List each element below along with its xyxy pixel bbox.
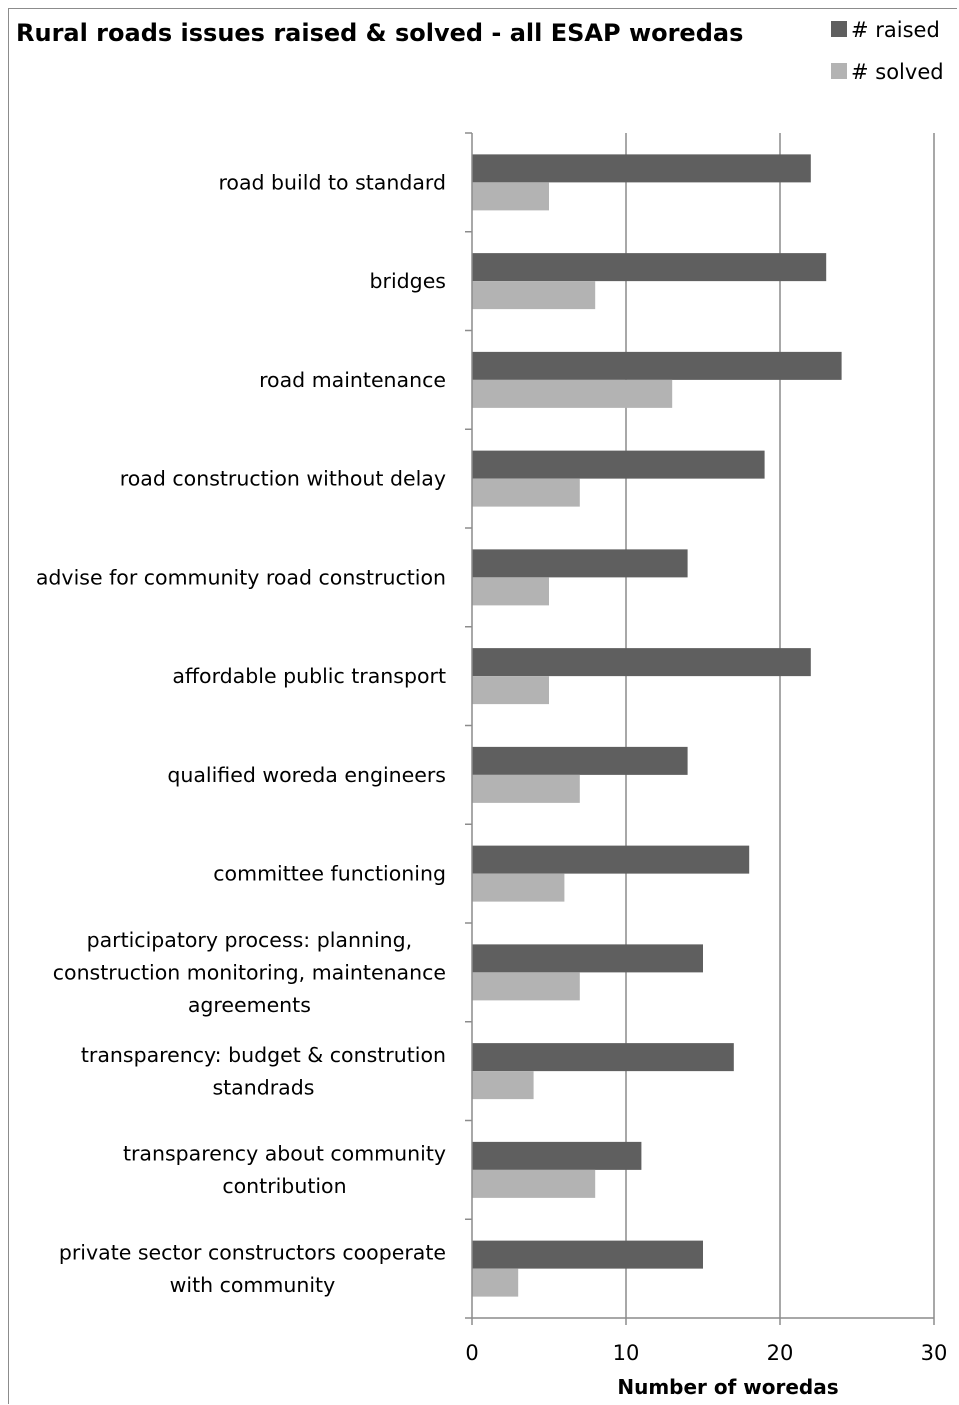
bar-solved <box>472 972 580 1001</box>
category-label-line: contribution <box>222 1174 346 1198</box>
bars <box>472 154 842 1297</box>
category-label-line: construction monitoring, maintenance <box>53 960 446 984</box>
category-label-line: standrads <box>212 1075 314 1099</box>
category-label: participatory process: planning, construc… <box>53 928 446 1017</box>
bar-raised <box>472 351 842 380</box>
category-label-line: advise for community road construction <box>36 565 446 589</box>
category-labels: road build to standard bridges road mainte… <box>36 170 446 1297</box>
category-label-line: road maintenance <box>259 368 446 392</box>
bar-solved <box>472 182 549 211</box>
bar-solved <box>472 1169 596 1198</box>
category-label: transparency: budget & constrution standr… <box>81 1043 446 1100</box>
x-tick-label: 20 <box>767 1341 794 1365</box>
bar-raised <box>472 746 688 775</box>
bar-solved <box>472 577 549 606</box>
bar-solved <box>472 379 673 408</box>
bar-raised <box>472 944 703 973</box>
x-tick-label: 10 <box>613 1341 640 1365</box>
category-label: private sector constructors cooperate wit… <box>59 1240 446 1297</box>
bar-solved <box>472 676 549 705</box>
bar-raised <box>472 549 688 578</box>
legend: # raised # solved <box>831 18 944 84</box>
category-label: committee functioning <box>213 862 446 886</box>
x-tick-labels: 0 10 20 30 <box>465 1341 947 1365</box>
x-tick-label: 0 <box>465 1341 478 1365</box>
category-label-line: agreements <box>188 993 311 1017</box>
bar-raised <box>472 1043 734 1072</box>
category-label: advise for community road construction <box>36 565 446 589</box>
category-label-line: with community <box>170 1273 336 1297</box>
bar-raised <box>472 845 750 874</box>
category-label-line: transparency about community <box>123 1142 446 1166</box>
category-label-line: private sector constructors cooperate <box>59 1240 446 1264</box>
x-tick-label: 30 <box>921 1341 948 1365</box>
category-label: affordable public transport <box>172 664 446 688</box>
grid-lines <box>625 133 935 1318</box>
category-label-line: participatory process: planning, <box>87 928 413 952</box>
bar-raised <box>472 253 827 282</box>
category-label: road construction without delay <box>120 467 446 491</box>
bar-raised <box>472 648 811 677</box>
bar-raised <box>472 1240 703 1269</box>
bar-solved <box>472 774 580 803</box>
chart-title: Rural roads issues raised & solved - all… <box>16 19 743 47</box>
bar-solved <box>472 478 580 507</box>
bar-solved <box>472 873 565 902</box>
legend-label-solved: # solved <box>851 60 944 84</box>
category-label: qualified woreda engineers <box>167 763 446 787</box>
bar-raised <box>472 1141 642 1170</box>
legend-label-raised: # raised <box>851 18 940 42</box>
bar-solved <box>472 281 596 310</box>
legend-swatch-raised <box>831 21 847 37</box>
category-label-line: bridges <box>370 269 446 293</box>
bar-solved <box>472 1268 519 1297</box>
category-label-line: road construction without delay <box>120 467 446 491</box>
bar-solved <box>472 1071 534 1100</box>
category-label-line: transparency: budget & constrution <box>81 1043 446 1067</box>
x-axis-title: Number of woredas <box>617 1375 838 1399</box>
category-label: transparency about community contribution <box>123 1142 446 1199</box>
axes <box>465 132 935 1325</box>
category-label-line: committee functioning <box>213 862 446 886</box>
category-label-line: road build to standard <box>218 170 446 194</box>
category-label-line: affordable public transport <box>172 664 446 688</box>
bar-raised <box>472 154 811 183</box>
category-label: road maintenance <box>259 368 446 392</box>
bar-raised <box>472 450 765 479</box>
category-label: road build to standard <box>218 170 446 194</box>
category-label-line: qualified woreda engineers <box>167 763 446 787</box>
category-label: bridges <box>370 269 446 293</box>
chart-frame <box>8 8 957 1404</box>
legend-swatch-solved <box>831 63 847 79</box>
